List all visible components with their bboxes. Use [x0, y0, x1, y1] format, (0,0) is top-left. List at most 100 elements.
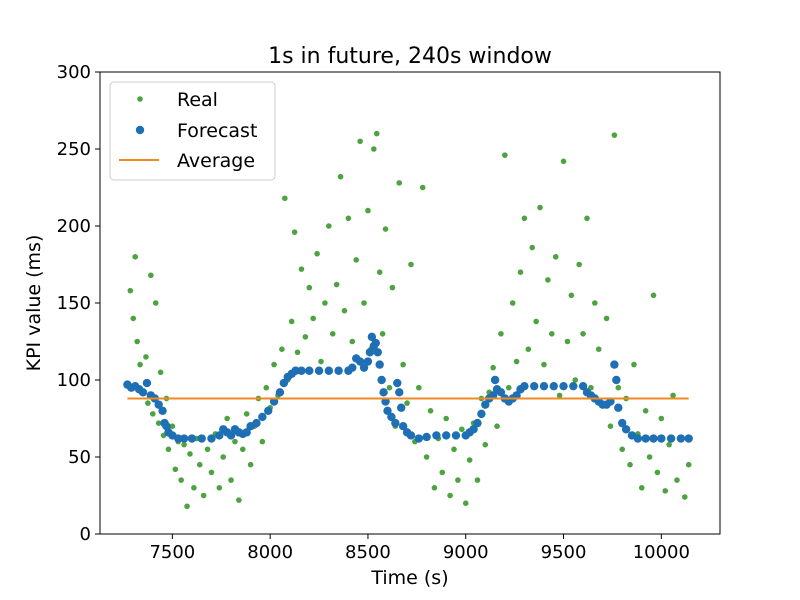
- x-tick-label: 8500: [345, 542, 391, 563]
- x-axis: 7500 8000 8500 9000 9500 10000: [149, 534, 690, 563]
- x-tick-label: 8000: [247, 542, 293, 563]
- y-axis: 0 50 100 150 200 250 300: [57, 62, 100, 545]
- forecast-point: [469, 425, 478, 434]
- real-point: [498, 331, 504, 337]
- forecast-point: [393, 378, 402, 388]
- real-point: [259, 438, 266, 445]
- real-point: [288, 318, 295, 325]
- real-point: [318, 358, 324, 365]
- forecast-point: [279, 378, 289, 388]
- real-point: [196, 461, 203, 468]
- forecast-point: [641, 434, 650, 443]
- x-tick-label: 7500: [149, 542, 195, 563]
- forecast-point: [578, 381, 588, 391]
- forecast-point: [371, 338, 380, 348]
- real-point: [382, 226, 389, 232]
- real-point: [157, 369, 164, 376]
- real-point: [537, 204, 543, 211]
- real-point: [349, 338, 356, 345]
- real-point: [306, 284, 313, 291]
- real-point: [584, 215, 590, 222]
- x-tick-label: 10000: [633, 542, 690, 563]
- real-point: [169, 423, 176, 430]
- real-point: [658, 415, 665, 422]
- forecast-point: [305, 366, 314, 375]
- real-point: [595, 346, 602, 353]
- real-point: [408, 261, 414, 268]
- forecast-point: [612, 375, 621, 385]
- forecast-point: [657, 434, 666, 443]
- real-point: [137, 361, 143, 368]
- forecast-point: [291, 366, 300, 375]
- real-point: [291, 229, 298, 235]
- real-point: [396, 180, 403, 186]
- real-point: [459, 426, 465, 433]
- real-point: [373, 130, 380, 137]
- forecast-point: [490, 375, 500, 385]
- real-point: [337, 173, 344, 180]
- real-point: [224, 415, 230, 422]
- real-point: [236, 497, 242, 503]
- legend: Real Forecast Average: [109, 81, 276, 181]
- forecast-point: [375, 360, 384, 369]
- forecast-point: [379, 388, 388, 397]
- real-point: [314, 250, 320, 257]
- forecast-point: [451, 431, 461, 440]
- real-point: [294, 349, 301, 356]
- real-point: [685, 461, 692, 468]
- real-point: [271, 361, 277, 368]
- real-point: [145, 400, 151, 406]
- real-point: [200, 492, 207, 499]
- forecast-point: [398, 422, 408, 431]
- forecast-point: [158, 406, 167, 415]
- y-tick-label: 300: [57, 62, 91, 83]
- forecast-point: [391, 418, 400, 428]
- real-point: [568, 292, 575, 299]
- forecast-point: [614, 403, 623, 412]
- real-point: [376, 269, 383, 276]
- forecast-point: [618, 418, 627, 428]
- real-point: [208, 469, 215, 476]
- forecast-point: [275, 388, 285, 397]
- forecast-point: [242, 428, 251, 437]
- real-point: [572, 377, 579, 383]
- forecast-point: [473, 418, 482, 428]
- real-point: [451, 446, 457, 453]
- real-point: [462, 500, 469, 507]
- real-point: [165, 446, 172, 453]
- forecast-point: [377, 375, 386, 385]
- real-point: [666, 441, 672, 448]
- y-tick-label: 250: [57, 139, 91, 160]
- real-point: [132, 253, 139, 260]
- forecast-point: [676, 434, 686, 443]
- real-point: [509, 300, 516, 306]
- real-point: [404, 400, 410, 406]
- forecast-point: [383, 406, 392, 415]
- forecast-point: [432, 431, 441, 440]
- forecast-point: [187, 434, 197, 443]
- forecast-point: [441, 431, 451, 440]
- real-point: [494, 423, 500, 430]
- forecast-point: [496, 388, 506, 397]
- real-point: [592, 300, 598, 306]
- forecast-point: [226, 431, 236, 440]
- real-point: [419, 184, 426, 191]
- real-point: [302, 334, 309, 340]
- real-point: [155, 420, 162, 426]
- forecast-point: [252, 418, 261, 428]
- real-point: [490, 364, 496, 371]
- real-point: [482, 441, 489, 448]
- real-point: [379, 331, 386, 337]
- real-point: [529, 244, 536, 251]
- real-point: [545, 277, 551, 283]
- forecast-point: [481, 400, 490, 409]
- legend-forecast-label: Forecast: [177, 120, 257, 142]
- forecast-point: [406, 431, 416, 440]
- forecast-point: [197, 434, 206, 443]
- real-point: [580, 331, 586, 337]
- real-point: [541, 361, 547, 368]
- real-point: [322, 300, 328, 306]
- real-point: [611, 132, 618, 138]
- real-point: [204, 446, 211, 453]
- real-point: [152, 300, 159, 306]
